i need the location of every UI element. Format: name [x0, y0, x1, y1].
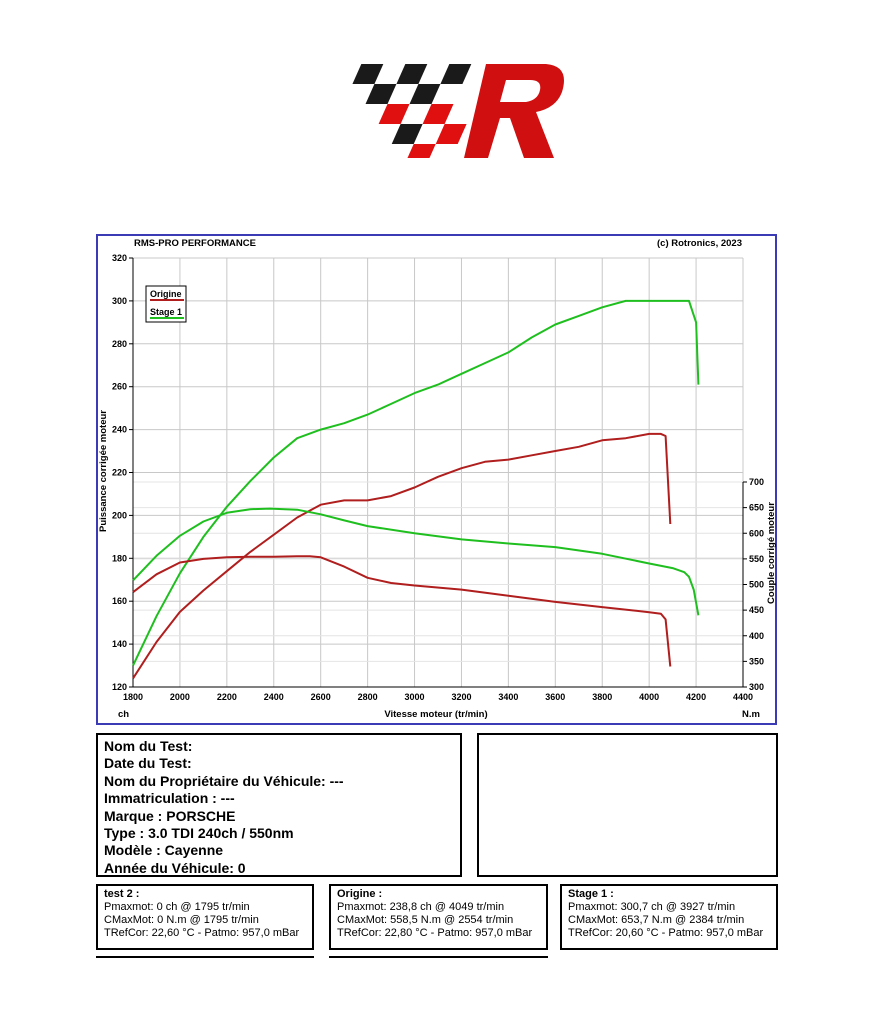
test-date-row: Date du Test:	[104, 755, 192, 772]
y2-tick-label: 700	[749, 477, 764, 487]
x-tick-label: 4400	[733, 692, 753, 702]
chart-grid	[132, 257, 744, 688]
test-tref: TRefCor: 20,60 °C - Patmo: 957,0 mBar	[568, 927, 764, 939]
chart-title: RMS-PRO PERFORMANCE	[134, 238, 256, 249]
x-tick-label: 3600	[545, 692, 565, 702]
x-tick-label: 3000	[405, 692, 425, 702]
test-cmax: CMaxMot: 558,5 N.m @ 2554 tr/min	[337, 914, 514, 926]
chart-axes: 1800 2000 2200 2400 2600 2800 3000 3200 3400 3600…	[112, 253, 764, 702]
x-tick-label: 3400	[498, 692, 518, 702]
test-title: test 2 :	[104, 888, 140, 900]
test-title: Origine :	[337, 888, 383, 900]
y2-tick-label: 450	[749, 605, 764, 615]
y2-tick-label: 300	[749, 682, 764, 692]
y2-tick-label: 550	[749, 554, 764, 564]
x-tick-label: 1800	[123, 692, 143, 702]
y-tick-label: 140	[112, 639, 127, 649]
chart-legend: Origine Stage 1	[145, 285, 187, 323]
test-tref: TRefCor: 22,80 °C - Patmo: 957,0 mBar	[337, 927, 533, 939]
x-tick-label: 2800	[358, 692, 378, 702]
y2-tick-label: 400	[749, 631, 764, 641]
year-row: Année du Véhicule: 0	[104, 859, 246, 876]
divider	[96, 956, 314, 958]
chart-series	[132, 299, 700, 679]
series-origine-power	[132, 432, 672, 679]
x-tick-label: 2200	[217, 692, 237, 702]
x-tick-label: 2600	[311, 692, 331, 702]
y2-tick-label: 500	[749, 580, 764, 590]
divider	[329, 956, 548, 958]
y2-tick-label: 350	[749, 656, 764, 666]
legend-label-stage1: Stage 1	[150, 307, 182, 317]
x-axis-label: Vitesse moteur (tr/min)	[384, 709, 487, 720]
x-tick-label: 2000	[170, 692, 190, 702]
y-axis-label: Puissance corrigée moteur	[98, 410, 109, 532]
rms-logo	[352, 64, 564, 158]
y2-tick-label: 600	[749, 528, 764, 538]
y-tick-label: 260	[112, 382, 127, 392]
dyno-chart: 1800 2000 2200 2400 2600 2800 3000 3200 3400 3600…	[98, 238, 777, 720]
vehicle-info-box: Nom du Test: Date du Test: Nom du Propri…	[96, 733, 462, 877]
test-box-test2: test 2 : Pmaxmot: 0 ch @ 1795 tr/min CMa…	[96, 884, 314, 950]
y-tick-label: 200	[112, 510, 127, 520]
notes-box	[477, 733, 778, 877]
test-pmax: Pmaxmot: 238,8 ch @ 4049 tr/min	[337, 901, 505, 913]
test-pmax: Pmaxmot: 300,7 ch @ 3927 tr/min	[568, 901, 736, 913]
brand-row: Marque : PORSCHE	[104, 807, 236, 824]
legend-label-origine: Origine	[150, 289, 182, 299]
model-row: Modèle : Cayenne	[104, 842, 224, 859]
y2-tick-label: 650	[749, 503, 764, 513]
owner-row: Nom du Propriétaire du Véhicule: ---	[104, 772, 344, 789]
chart-copyright: (c) Rotronics, 2023	[657, 238, 742, 249]
type-row: Type : 3.0 TDI 240ch / 550nm	[104, 825, 294, 842]
x-tick-label: 4000	[639, 692, 659, 702]
x-tick-label: 4200	[686, 692, 706, 702]
test-title: Stage 1 :	[568, 888, 614, 900]
y2-unit-label: N.m	[742, 709, 760, 720]
registration-row: Immatriculation : ---	[104, 790, 235, 807]
test-box-stage1: Stage 1 : Pmaxmot: 300,7 ch @ 3927 tr/mi…	[560, 884, 778, 950]
y2-axis-label: Couple corrigé moteur	[766, 502, 777, 604]
series-stage1-torque	[132, 507, 700, 616]
x-tick-label: 3800	[592, 692, 612, 702]
series-stage1-power	[132, 299, 700, 667]
y-tick-label: 180	[112, 553, 127, 563]
y-tick-label: 240	[112, 425, 127, 435]
test-name-row: Nom du Test:	[104, 738, 193, 754]
y-tick-label: 320	[112, 253, 127, 263]
test-cmax: CMaxMot: 0 N.m @ 1795 tr/min	[104, 914, 259, 926]
y-tick-label: 160	[112, 596, 127, 606]
test-tref: TRefCor: 22,60 °C - Patmo: 957,0 mBar	[104, 927, 300, 939]
y-tick-label: 120	[112, 682, 127, 692]
test-cmax: CMaxMot: 653,7 N.m @ 2384 tr/min	[568, 914, 745, 926]
x-unit-label: ch	[118, 709, 129, 720]
y-tick-label: 220	[112, 468, 127, 478]
series-origine-torque	[132, 555, 672, 667]
chart-frame	[96, 234, 777, 725]
test-box-origine: Origine : Pmaxmot: 238,8 ch @ 4049 tr/mi…	[329, 884, 548, 950]
x-tick-label: 3200	[451, 692, 471, 702]
y-tick-label: 280	[112, 339, 127, 349]
test-pmax: Pmaxmot: 0 ch @ 1795 tr/min	[104, 901, 250, 913]
x-tick-label: 2400	[264, 692, 284, 702]
y-tick-label: 300	[112, 296, 127, 306]
